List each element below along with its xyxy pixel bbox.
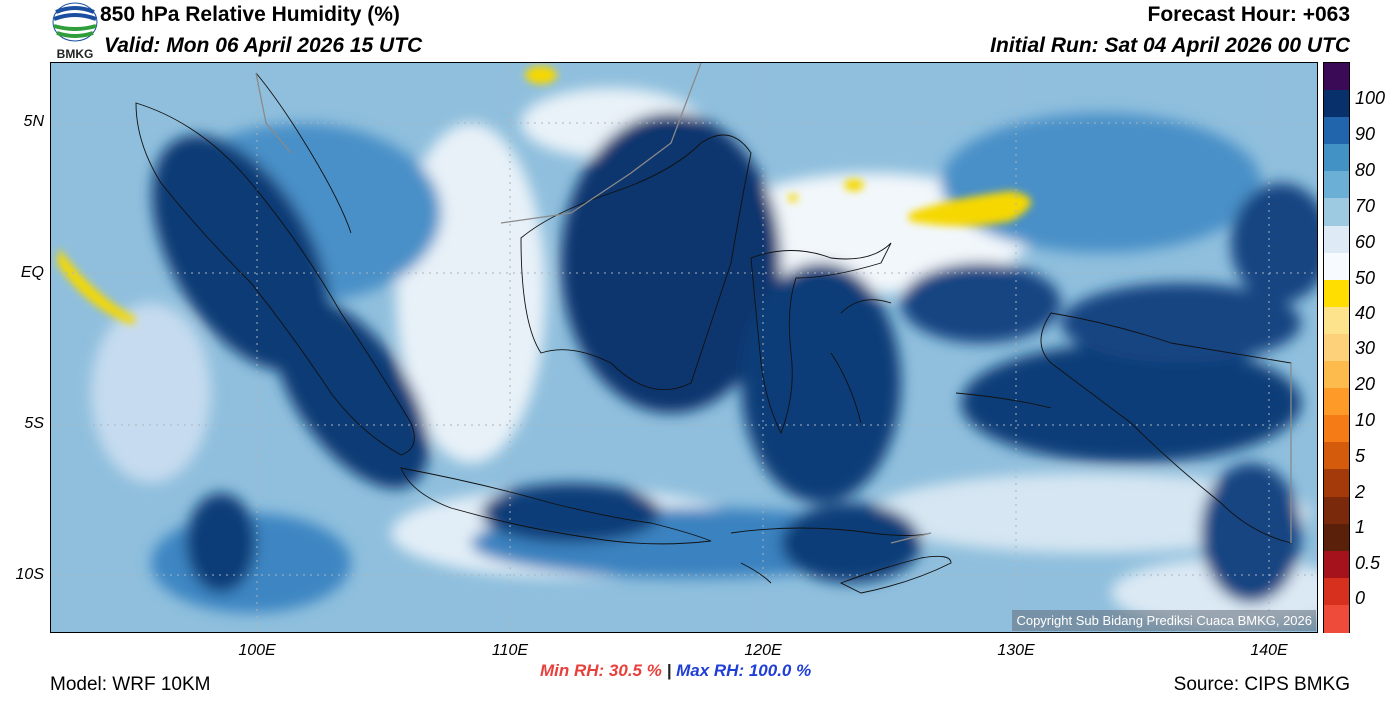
model-name: Model: WRF 10KM [50, 674, 211, 695]
colorbar-segment [1324, 252, 1349, 281]
data-source: Source: CIPS BMKG [1173, 674, 1350, 695]
colorbar [1323, 62, 1350, 633]
colorbar-label: 50 [1355, 268, 1376, 288]
colorbar-segment [1324, 90, 1349, 119]
lon-label-100e: 100E [238, 642, 276, 659]
colorbar-segment [1324, 523, 1349, 552]
colorbar-segment [1324, 415, 1349, 444]
coastlines [135, 72, 1292, 594]
colorbar-segment [1324, 604, 1349, 633]
copyright-notice: Copyright Sub Bidang Prediksi Cuaca BMKG… [1012, 610, 1316, 631]
rh-stats: Min RH: 30.5 % | Max RH: 100.0 % [540, 661, 811, 681]
stats-separator: | [666, 661, 672, 680]
colorbar-segment [1324, 198, 1349, 227]
colorbar-segment [1324, 577, 1349, 606]
colorbar-label: 20 [1355, 374, 1376, 394]
colorbar-segment [1324, 361, 1349, 390]
colorbar-label: 10 [1355, 410, 1376, 430]
max-rh: Max RH: 100.0 % [676, 661, 812, 680]
colorbar-label: 5 [1355, 446, 1366, 466]
colorbar-label: 90 [1355, 124, 1376, 144]
colorbar-segment [1324, 63, 1349, 91]
logo-text: BMKG [57, 47, 94, 60]
initial-run: Initial Run: Sat 04 April 2026 00 UTC [990, 34, 1350, 57]
colorbar-segment [1324, 469, 1349, 498]
min-rh: Min RH: 30.5 % [540, 661, 662, 680]
map-gridlines [51, 63, 1317, 632]
colorbar-label: 80 [1355, 160, 1376, 180]
bmkg-logo-icon: BMKG [50, 2, 100, 61]
colorbar-segment [1324, 279, 1349, 308]
colorbar-segment [1324, 225, 1349, 254]
colorbar-label: 40 [1355, 303, 1376, 323]
colorbar-label: 2 [1355, 482, 1366, 502]
colorbar-label: 100 [1355, 88, 1386, 108]
lat-label-5s: 5S [24, 415, 44, 432]
colorbar-segment [1324, 442, 1349, 471]
colorbar-segment [1324, 171, 1349, 200]
lat-label-5n: 5N [23, 113, 44, 130]
forecast-hour: Forecast Hour: +063 [1147, 3, 1351, 26]
colorbar-segment [1324, 496, 1349, 525]
lon-label-130e: 130E [997, 642, 1035, 659]
lat-label-10s: 10S [15, 566, 44, 583]
colorbar-segment [1324, 306, 1349, 335]
colorbar-segment [1324, 117, 1349, 146]
lat-label-eq: EQ [20, 264, 44, 281]
lon-label-110e: 110E [491, 642, 529, 659]
map-title: 850 hPa Relative Humidity (%) [100, 3, 400, 26]
lon-label-120e: 120E [744, 642, 782, 659]
colorbar-label: 0 [1355, 588, 1366, 608]
humidity-map [50, 62, 1318, 633]
lon-label-140e: 140E [1250, 642, 1288, 659]
colorbar-label: 0.5 [1355, 553, 1381, 573]
colorbar-label: 60 [1355, 232, 1376, 252]
colorbar-label: 30 [1355, 338, 1376, 358]
colorbar-label: 70 [1355, 196, 1376, 216]
colorbar-segment [1324, 333, 1349, 362]
colorbar-label: 1 [1355, 517, 1366, 537]
colorbar-segment [1324, 144, 1349, 173]
colorbar-segment [1324, 550, 1349, 579]
valid-time: Valid: Mon 06 April 2026 15 UTC [104, 34, 423, 57]
colorbar-segment [1324, 388, 1349, 417]
